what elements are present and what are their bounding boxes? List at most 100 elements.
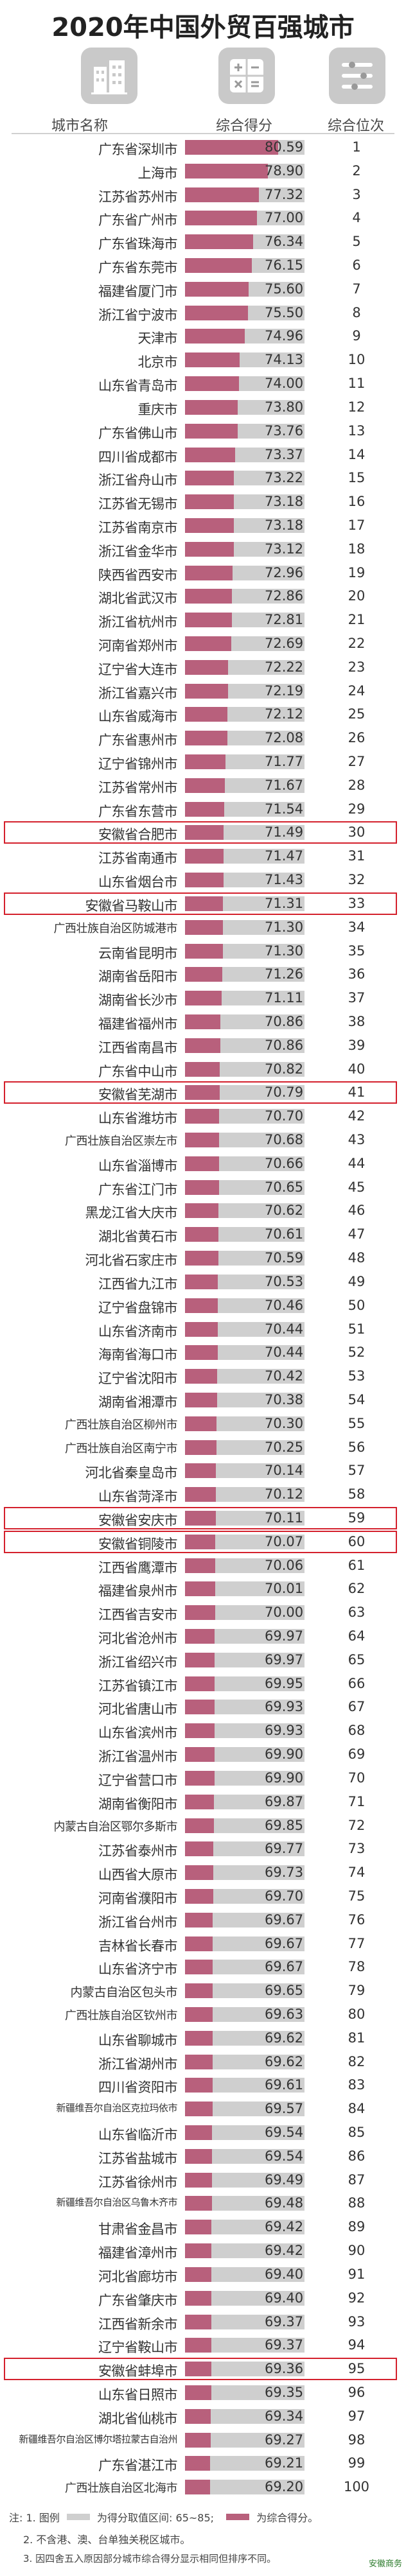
bar-background [185, 234, 304, 250]
city-name: 山东省威海市 [98, 709, 178, 725]
city-name: 江西省新余市 [98, 2316, 178, 2332]
score-value: 69.49 [265, 2171, 304, 2188]
score-bar [185, 1203, 219, 1219]
footnote-1: 2. 不含港、澳、台单独关税区城市。 [23, 2534, 191, 2546]
city-name: 河北省石家庄市 [85, 1253, 178, 1269]
city-name: 广东省佛山市 [98, 425, 178, 441]
rank-value: 54 [348, 1391, 366, 1407]
rank-value: 96 [348, 2384, 366, 2400]
bar-background [185, 1534, 304, 1549]
table-row: 广东省中山市 70.82 40 [0, 1057, 406, 1081]
rank-value: 10 [348, 352, 366, 368]
rank-value: 61 [348, 1557, 366, 1573]
table-row: 新疆维吾尔自治区博尔塔拉蒙古自治州 69.27 98 [0, 2428, 406, 2452]
bar-background [185, 2172, 304, 2188]
score-value: 69.42 [265, 2219, 304, 2235]
city-name: 广东省深圳市 [98, 142, 178, 157]
score-bar [185, 1274, 218, 1289]
score-bar [185, 1865, 213, 1881]
score-bar [185, 2314, 211, 2329]
table-row: 山东省潍坊市 70.70 42 [0, 1104, 406, 1128]
score-value: 74.13 [265, 352, 304, 368]
city-name: 江苏省徐州市 [98, 2174, 178, 2190]
table-row: 江西省南昌市 70.86 39 [0, 1034, 406, 1057]
city-name: 山东省潍坊市 [98, 1111, 178, 1127]
city-name: 广西壮族自治区北海市 [65, 2482, 178, 2496]
rank-value: 24 [348, 683, 366, 699]
score-value: 71.30 [265, 943, 304, 959]
highlight-box [4, 1530, 397, 1553]
score-bar [185, 1038, 220, 1053]
bar-background [185, 731, 304, 746]
city-name: 浙江省绍兴市 [98, 1654, 178, 1670]
score-value: 70.07 [265, 1533, 304, 1549]
score-value: 69.62 [265, 2030, 304, 2046]
score-bar [185, 1794, 215, 1809]
rank-value: 88 [348, 2195, 366, 2211]
bar-background [185, 967, 304, 982]
score-value: 72.86 [265, 588, 304, 604]
rank-value: 13 [348, 422, 366, 439]
score-value: 71.31 [265, 895, 304, 911]
city-name: 湖南省衡阳市 [98, 1796, 178, 1812]
city-name: 福建省漳州市 [98, 2245, 178, 2261]
score-value: 69.67 [265, 1935, 304, 1951]
score-value: 70.44 [265, 1345, 304, 1361]
score-bar [185, 2172, 212, 2188]
score-bar [185, 1321, 218, 1337]
table-row: 内蒙古自治区包头市 69.65 79 [0, 1979, 406, 2003]
city-name: 江西省九江市 [98, 1276, 178, 1292]
rank-value: 41 [348, 1084, 366, 1101]
score-value: 69.73 [265, 1865, 304, 1881]
city-name: 浙江省宁波市 [98, 307, 178, 323]
bar-background [185, 2480, 304, 2495]
score-bar [185, 613, 232, 628]
city-name: 辽宁省营口市 [98, 1772, 178, 1788]
rank-value: 92 [348, 2290, 366, 2306]
score-value: 71.54 [265, 801, 304, 817]
score-value: 69.67 [265, 1959, 304, 1975]
city-name: 辽宁省鞍山市 [98, 2340, 178, 2356]
bar-background [185, 825, 304, 840]
score-value: 70.59 [265, 1250, 304, 1266]
city-name: 北京市 [137, 354, 178, 370]
table-row: 天津市 74.96 9 [0, 324, 406, 348]
score-value: 70.00 [265, 1605, 304, 1621]
score-bar [185, 707, 228, 722]
score-bar [185, 2030, 213, 2046]
score-bar [185, 2338, 211, 2353]
score-bar [185, 376, 239, 392]
score-bar [185, 1109, 219, 1124]
table-row: 浙江省台州市 69.67 76 [0, 1908, 406, 1932]
score-value: 77.00 [265, 210, 304, 226]
rank-value: 59 [348, 1510, 366, 1526]
city-name: 湖北省武汉市 [98, 591, 178, 607]
score-bar [185, 1510, 216, 1526]
score-value: 70.68 [265, 1132, 304, 1148]
bar-background [185, 873, 304, 888]
score-bar [185, 1463, 216, 1479]
rank-value: 90 [348, 2243, 366, 2259]
city-name: 内蒙古自治区包头市 [70, 1985, 177, 2000]
table-row: 辽宁省沈阳市 70.42 53 [0, 1364, 406, 1388]
bar-background [185, 589, 304, 604]
bar-background [185, 896, 304, 911]
score-bar [185, 1133, 219, 1148]
rank-value: 66 [348, 1675, 366, 1691]
table-row: 新疆维吾尔自治区克拉玛依市 69.57 84 [0, 2097, 406, 2121]
rank-value: 11 [348, 376, 366, 392]
city-name: 江苏省南通市 [98, 851, 178, 867]
score-bar [185, 1558, 216, 1573]
score-bar [185, 1392, 217, 1407]
table-row: 北京市 74.13 10 [0, 348, 406, 372]
score-bar [185, 1888, 213, 1904]
rank-value: 22 [348, 636, 366, 651]
city-column-header: 城市名称 [51, 118, 109, 134]
city-name: 安徽省芜湖市 [98, 1087, 178, 1103]
score-bar [185, 234, 253, 250]
table-row: 广东省肇庆市 69.40 92 [0, 2286, 406, 2310]
city-name: 安徽省蚌埠市 [98, 2363, 178, 2380]
bar-background [185, 140, 304, 155]
rank-value: 64 [348, 1628, 366, 1644]
